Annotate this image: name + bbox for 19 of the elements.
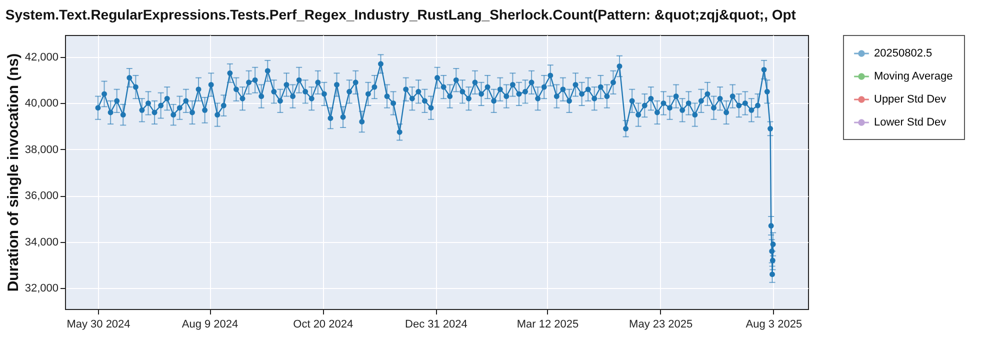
x-tick-label: Aug 3 2025	[746, 318, 802, 330]
legend-label: Lower Std Dev	[874, 116, 947, 128]
legend-label: Moving Average	[874, 70, 953, 82]
y-tick-label: 36,000	[24, 190, 58, 202]
x-tick-label: May 30 2024	[66, 318, 130, 330]
y-tick-label: 42,000	[24, 51, 58, 64]
y-tick-label: 40,000	[24, 98, 58, 110]
y-tick-label: 34,000	[24, 236, 58, 248]
x-tick-label: Mar 12 2025	[516, 318, 579, 330]
y-tick-label: 38,000	[24, 144, 58, 156]
y-tick-label: 32,000	[24, 282, 58, 295]
x-tick-label: Oct 20 2024	[293, 318, 354, 330]
legend-label: Upper Std Dev	[874, 94, 947, 106]
y-axis-title: Duration of single invocation (ns)	[4, 53, 22, 292]
x-tick-label: May 23 2025	[629, 318, 693, 330]
x-tick-label: Aug 9 2024	[182, 318, 238, 330]
legend-label: 20250802.5	[874, 48, 932, 60]
x-tick-label: Dec 31 2024	[405, 318, 468, 330]
chart-title: System.Text.RegularExpressions.Tests.Perf_Regex_Industry_RustLang_Sherlock.Count(Pattern: &quot;zqj&quot;, Opt	[5, 6, 796, 22]
